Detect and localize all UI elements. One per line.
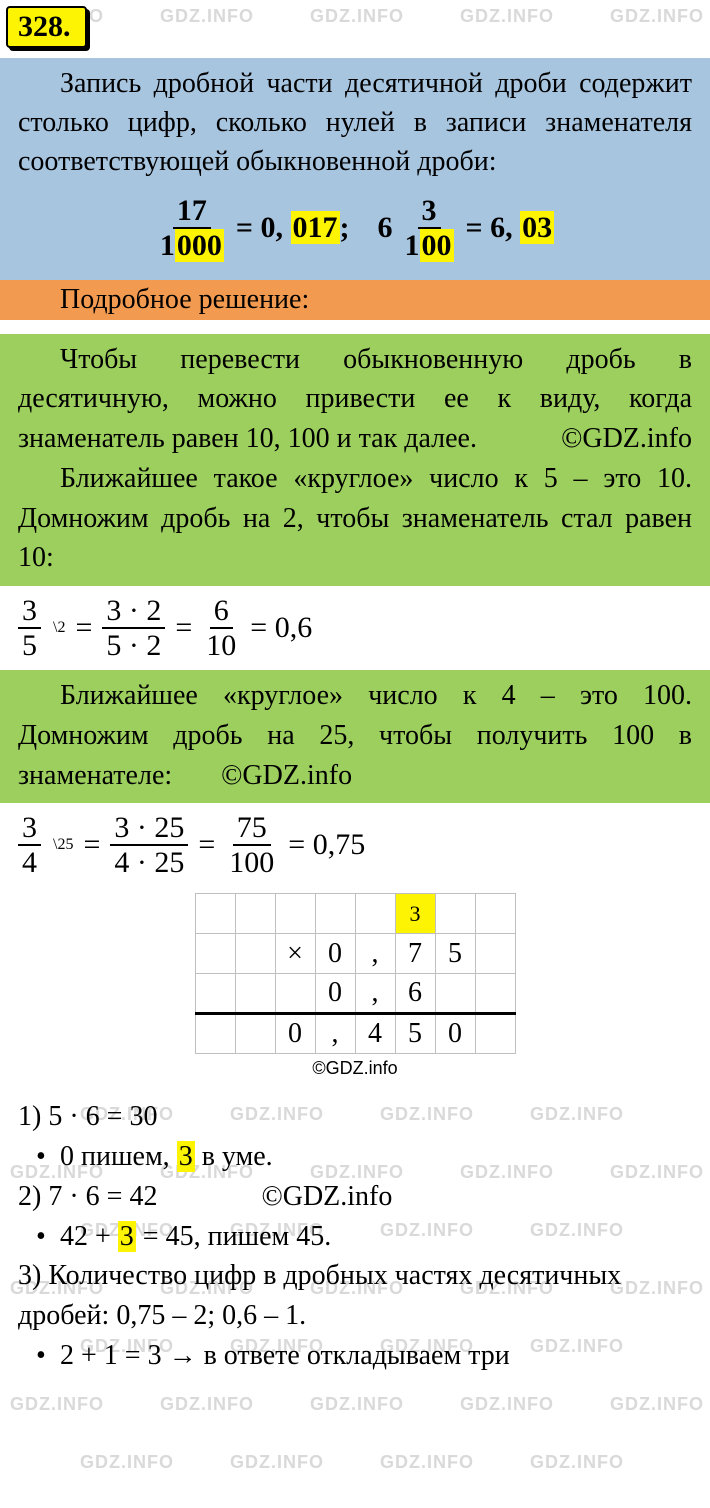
eq-b: = 6, 03	[466, 211, 555, 245]
steps-block: 1) 5 · 6 = 30 0 пишем, 3 в уме. 2) 7 · 6…	[0, 1093, 710, 1379]
eq2-r: 75 100	[225, 811, 278, 879]
fraction-b: 3 100	[401, 194, 458, 262]
mult-footer: ©GDZ.info	[18, 1058, 692, 1079]
step-1-bullet: 0 пишем, 3 в уме.	[18, 1137, 692, 1177]
mult-row-2: 0,6	[195, 974, 515, 1014]
green-block-2: Ближайшее «круглое» число к 4 – это 100.…	[0, 670, 710, 803]
eq2-lhs: 3 4	[18, 811, 41, 879]
eq1-result: = 0,6	[250, 611, 312, 645]
frac-b-num: 3	[418, 194, 441, 229]
mult-row-result: 0,450	[195, 1014, 515, 1054]
step-3-bullet: 2 + 1 = 3 → в ответе откладываем три	[18, 1336, 692, 1376]
eq2-result: = 0,75	[288, 828, 365, 862]
copyright-3: ©GDZ.info	[261, 1181, 392, 1212]
equation-2: 3 4 \25 = 3 · 25 4 · 25 = 75 100 = 0,75 …	[0, 803, 710, 1093]
eq-a: = 0, 017;	[236, 211, 350, 245]
eq1-lhs: 3 5	[18, 594, 41, 662]
intro-block: GDZ Запись дробной части десятичной дроб…	[0, 58, 710, 280]
equation-1: 3 5 \2 = 3 · 2 5 · 2 = 6 10 = 0,6	[0, 586, 710, 670]
mult-row-1: ×0,75	[195, 934, 515, 974]
content-root: 328. GDZ Запись дробной части десятичной…	[0, 0, 710, 1380]
frac-a-den: 1000	[156, 229, 228, 262]
carry-row: 3	[195, 894, 515, 934]
frac-a-num: 17	[173, 194, 211, 229]
intro-math: 17 1000 = 0, 017; 6 3 100 = 6, 03	[18, 194, 692, 262]
copyright-1: ©GDZ.info	[519, 419, 692, 459]
green-1a: Чтобы перевести обыкновенную дробь в дес…	[18, 340, 692, 459]
frac-b-whole: 6	[378, 211, 393, 245]
eq2-sup: \25	[53, 836, 73, 854]
problem-number-badge: 328.	[6, 6, 87, 48]
eq1-sup: \2	[53, 619, 65, 637]
eq2-mid: 3 · 25 4 · 25	[110, 811, 188, 879]
green-1b: Ближайшее такое «круглое» число к 5 – эт…	[18, 459, 692, 578]
copyright-2: ©GDZ.info	[179, 756, 352, 796]
intro-text: Запись дробной части десятичной дроби со…	[18, 64, 692, 182]
frac-b-den: 100	[401, 229, 458, 262]
green-block-1: Чтобы перевести обыкновенную дробь в дес…	[0, 334, 710, 587]
step-3: 3) Количество цифр в дробных частях деся…	[18, 1256, 692, 1336]
solution-header: Подробное решение:	[0, 280, 710, 320]
fraction-a: 17 1000	[156, 194, 228, 262]
green-2-text: Ближайшее «круглое» число к 4 – это 100.…	[18, 680, 692, 791]
eq1-mid: 3 · 2 5 · 2	[102, 594, 165, 662]
step-1: 1) 5 · 6 = 30	[18, 1097, 692, 1137]
step-2: 2) 7 · 6 = 42 ©GDZ.info	[18, 1177, 692, 1217]
step-2-bullet: 42 + 3 = 45, пишем 45.	[18, 1217, 692, 1257]
eq1-r: 6 10	[202, 594, 240, 662]
multiplication-table: 3 ×0,75 0,6 0,450	[195, 893, 516, 1054]
